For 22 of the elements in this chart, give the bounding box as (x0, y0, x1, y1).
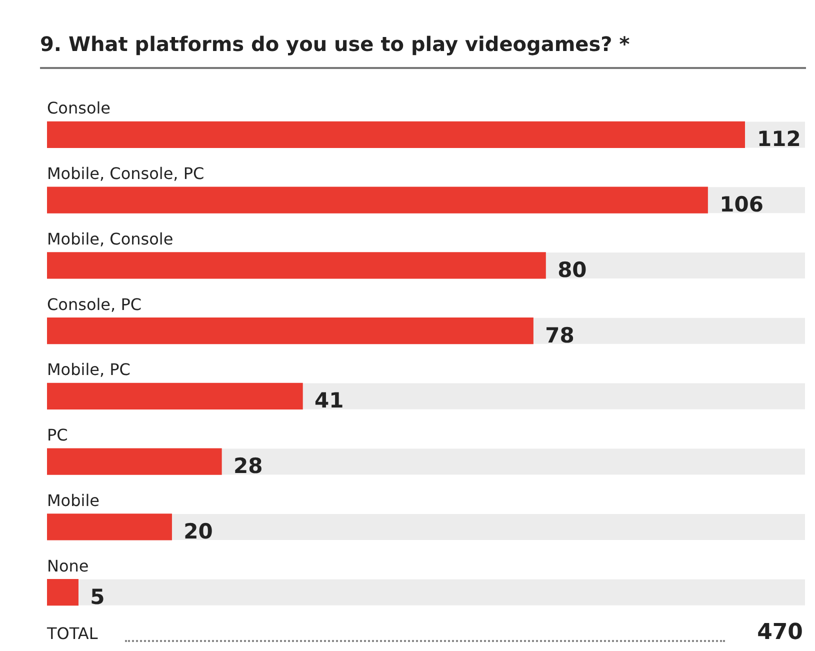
y-tick-label: Mobile (47, 490, 100, 510)
data-label: 20 (184, 519, 213, 544)
y-tick-label: Mobile, Console, PC (47, 164, 204, 184)
y-tick-label: Mobile, PC (47, 360, 130, 380)
y-tick-label: Mobile, Console (47, 229, 174, 248)
bar (47, 578, 78, 606)
y-tick-label: None (47, 556, 89, 576)
data-label: 80 (558, 258, 587, 282)
y-tick-label: Console, PC (47, 294, 142, 314)
data-label: 28 (234, 454, 263, 478)
data-label: 5 (90, 584, 105, 609)
data-label: 112 (757, 127, 801, 152)
data-label: 78 (545, 323, 574, 348)
bar (47, 448, 222, 475)
text: TOTAL (47, 624, 98, 643)
y-tick-label: PC (47, 426, 68, 445)
y-tick-label: Console (47, 98, 111, 118)
text: 470 (757, 620, 803, 645)
chart-title: 9. What platforms do you use to play videogames? * (40, 32, 630, 56)
data-label: 106 (720, 192, 764, 217)
data-label: 41 (314, 388, 344, 413)
bar (47, 514, 172, 540)
